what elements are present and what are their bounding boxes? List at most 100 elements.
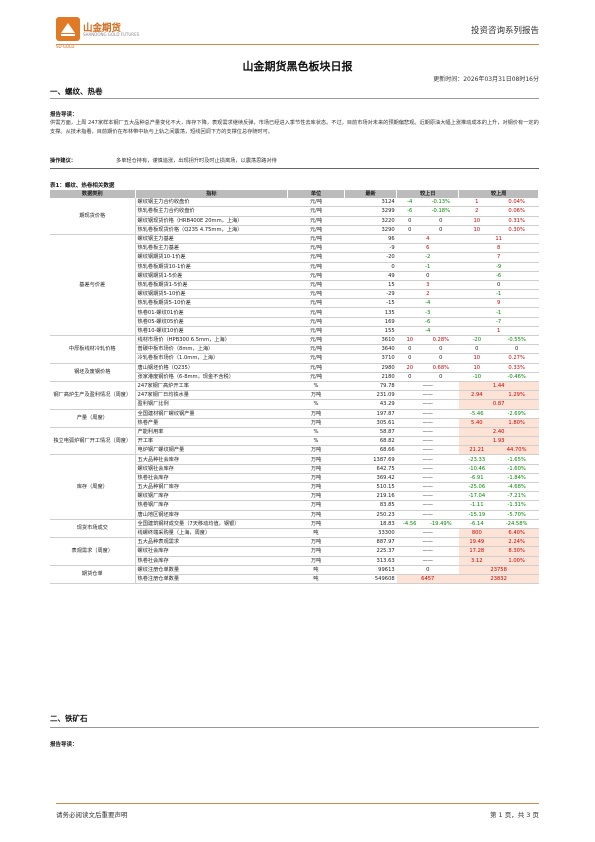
table-row: 热卷05-螺纹05价差 元/吨 169 -6 -7 (50, 317, 539, 327)
operation-advice: 操作建议： 多单轻仓持有，谨慎追涨，出现拐升时及时止损离场，以震荡思路对待 (50, 157, 539, 164)
day-change-pct: 0.28% (422, 335, 459, 346)
advice-text: 多单轻仓持有，谨慎追涨，出现拐升时及时止损离场，以震荡思路对待 (116, 158, 277, 164)
logo-tag: SD GOLD (56, 44, 75, 49)
latest-value: 225.37 (344, 546, 397, 557)
header-indicator: 指标 (135, 190, 289, 199)
indicator-cell: 热轧卷板现货价格（Q235 4.75mm，上海） (135, 225, 288, 235)
week-change: 7 (458, 252, 539, 263)
section-divider (50, 98, 539, 99)
week-change: 21.21 (458, 445, 495, 456)
table-row: 热卷01-螺纹01价差 元/吨 135 -3 -1 (50, 307, 539, 318)
unit-cell: 元/吨 (287, 317, 345, 327)
unit-cell: 万吨 (287, 418, 345, 428)
unit-cell: 元/吨 (287, 252, 345, 263)
week-change: 10 (458, 353, 495, 364)
table-row: 张家港废钢价格（6-8mm，现金不含税） 元/吨 2180 0 0 -10 -0.46% (50, 372, 539, 382)
week-change-pct: 0.04% (494, 198, 539, 208)
week-change: -1 (458, 307, 539, 318)
latest-value: 0 (344, 262, 397, 272)
week-change: -23.33 (458, 454, 495, 465)
latest-value: 1387.69 (344, 454, 397, 465)
indicator-cell: 热卷01-螺纹01价差 (135, 307, 288, 318)
week-change-pct: -4.68% (494, 482, 539, 493)
table-row: 热卷注册仓单数量吨 549608 6457 23832 (50, 574, 539, 585)
week-change-pct: 0.27% (494, 353, 539, 364)
unit-cell: 元/吨 (287, 353, 345, 364)
week-change-pct: -1.84% (494, 473, 539, 484)
indicator-cell: 螺纹钢社会库存 (135, 464, 288, 474)
unit-cell: 元/吨 (287, 243, 345, 254)
table-row: 期现货价格 螺纹钢主力合约收盘价 元/吨 3124 -4 -0.13% 1 0.04% (50, 198, 539, 235)
day-change: 0 (396, 216, 423, 226)
week-change: 800 (458, 528, 495, 539)
week-change: 9 (458, 298, 539, 309)
week-change-pct: -0.55% (494, 335, 539, 346)
week-change: 1.44 (458, 381, 539, 392)
latest-value: 96 (344, 234, 397, 245)
latest-value: 3124 (344, 198, 397, 208)
unit-cell: 万吨 (287, 519, 345, 529)
indicator-cell: 唐山钢坯价格（Q235） (135, 363, 288, 373)
table-row: 螺纹钢期货1-5价差 元/吨 49 0 -6 (50, 271, 539, 281)
unit-cell: 元/吨 (287, 225, 345, 235)
indicator-cell: 线螺终端采购量（上海，周度） (135, 528, 288, 539)
unit-cell: 元/吨 (287, 326, 345, 337)
latest-value: 313.63 (344, 556, 397, 566)
indicator-cell: 张家港废钢价格（6-8mm，现金不含税） (135, 372, 288, 382)
unit-cell: 元/吨 (287, 335, 345, 346)
latest-value: 43.29 (344, 399, 397, 410)
latest-value: 169 (344, 317, 397, 327)
advice-label: 操作建议： (50, 158, 76, 164)
unit-cell: 万吨 (287, 546, 345, 557)
unit-cell: 元/吨 (287, 262, 345, 272)
table-row: 热卷社会库存 万吨 313.63 —— 3.12 1.00% (50, 556, 539, 566)
table-row: 开工率% 68.82 —— 1.93 (50, 436, 539, 447)
day-change: —— (396, 537, 459, 548)
day-change: 0 (396, 565, 459, 575)
day-change: —— (396, 546, 459, 557)
latest-value: 3710 (344, 353, 397, 364)
indicator-cell: 螺纹社会库存 (135, 546, 288, 557)
unit-cell: % (287, 399, 345, 410)
guide-label: 报告导读： (50, 742, 78, 748)
table-row: 螺纹钢期货5-10价差 元/吨 -29 2 -1 (50, 289, 539, 300)
day-change: —— (396, 399, 459, 410)
latest-value: -29 (344, 289, 397, 300)
week-change: 2.40 (458, 427, 539, 438)
day-change-pct: 0 (422, 216, 459, 226)
week-change: -9 (458, 262, 539, 272)
indicator-cell: 热卷社会库存 (135, 473, 288, 484)
category-cell: 现货市场成交 (50, 519, 136, 539)
day-change: —— (396, 381, 459, 392)
table-row: 冷轧卷板市场价（1.0mm，上海） 元/吨 3710 0 0 10 0.27% (50, 353, 539, 364)
indicator-cell: 开工率 (135, 436, 288, 447)
day-change: 20 (396, 363, 423, 373)
week-change: 1 (458, 198, 495, 208)
day-change: 4 (396, 234, 459, 245)
week-change: -6.14 (458, 519, 495, 529)
week-change: 11 (458, 234, 539, 245)
latest-value: 15 (344, 280, 397, 291)
report-series: 投资咨询系列报告 (470, 26, 539, 36)
category-cell: 期现货价格 (50, 198, 136, 235)
table-row: 基差与价差 螺纹钢主力基差 元/吨 96 4 11 (50, 234, 539, 337)
table-row: 独立电弧炉钢厂开工情况（周度） 产能利用率% 58.87 —— 2.40 (50, 427, 539, 456)
week-change: 10 (458, 225, 495, 235)
week-change: -6 (458, 271, 539, 281)
day-change: 2 (396, 289, 459, 300)
table-row: 螺纹钢现货价格（HRB400E 20mm，上海） 元/吨 3220 0 0 10 0.31% (50, 216, 539, 226)
week-change-pct: 1.29% (494, 390, 539, 401)
unit-cell: 万吨 (287, 390, 345, 401)
unit-cell: 万吨 (287, 510, 345, 520)
unit-cell: 元/吨 (287, 280, 345, 291)
latest-value: 197.87 (344, 409, 397, 419)
week-change-pct: 2.24% (494, 537, 539, 548)
week-change: -5.46 (458, 409, 495, 419)
week-change-pct: 44.70% (494, 445, 539, 456)
table-row: 唐山地区钢坯库存 万吨 250.23 —— -15.19 -5.70% (50, 510, 539, 520)
latest-value: -20 (344, 252, 397, 263)
indicator-cell: 五大品种表观需求 (135, 537, 288, 548)
indicator-cell: 热卷10-螺纹10价差 (135, 326, 288, 337)
table-row: 热轧卷板期货1-5价差 元/吨 15 3 0 (50, 280, 539, 291)
unit-cell: % (287, 436, 345, 447)
